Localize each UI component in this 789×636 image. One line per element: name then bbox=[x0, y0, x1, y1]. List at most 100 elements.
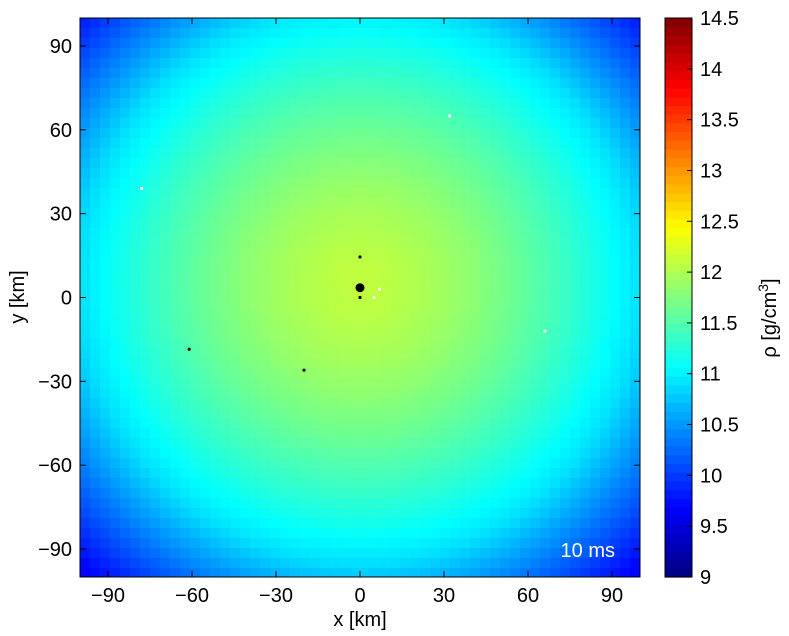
field-cell bbox=[610, 548, 621, 559]
field-cell bbox=[320, 438, 331, 449]
field-cell bbox=[550, 448, 561, 459]
field-cell bbox=[320, 568, 331, 577]
field-cell bbox=[190, 58, 201, 69]
field-cell bbox=[260, 408, 271, 419]
field-cell bbox=[220, 548, 231, 559]
field-cell bbox=[110, 118, 121, 129]
field-cell bbox=[130, 558, 141, 569]
field-cell bbox=[120, 438, 131, 449]
field-cell bbox=[200, 278, 211, 289]
field-cell bbox=[360, 168, 371, 179]
field-cell bbox=[200, 198, 211, 209]
field-cell bbox=[180, 508, 191, 519]
field-cell bbox=[570, 548, 581, 559]
field-cell bbox=[610, 488, 621, 499]
field-cell bbox=[540, 438, 551, 449]
field-cell bbox=[310, 338, 321, 349]
field-cell bbox=[550, 308, 561, 319]
field-cell bbox=[550, 568, 561, 577]
colorbar-band bbox=[665, 542, 692, 552]
field-cell bbox=[330, 308, 341, 319]
field-cell bbox=[150, 348, 161, 359]
field-cell bbox=[530, 88, 541, 99]
field-cell bbox=[340, 568, 351, 577]
field-cell bbox=[500, 248, 511, 259]
field-cell bbox=[360, 228, 371, 239]
field-cell bbox=[100, 128, 111, 139]
x-tick-label: −90 bbox=[91, 585, 125, 607]
field-cell bbox=[320, 548, 331, 559]
field-cell bbox=[570, 378, 581, 389]
field-cell bbox=[380, 248, 391, 259]
field-cell bbox=[120, 408, 131, 419]
field-cell bbox=[140, 208, 151, 219]
field-cell bbox=[90, 418, 101, 429]
field-cell bbox=[320, 508, 331, 519]
field-cell bbox=[610, 168, 621, 179]
field-cell bbox=[490, 568, 501, 577]
field-cell bbox=[550, 548, 561, 559]
field-cell bbox=[200, 118, 211, 129]
field-cell bbox=[510, 38, 521, 49]
field-cell bbox=[450, 158, 461, 169]
field-cell bbox=[280, 318, 291, 329]
field-cell bbox=[560, 378, 571, 389]
field-cell bbox=[400, 48, 411, 59]
field-cell bbox=[560, 408, 571, 419]
field-cell bbox=[460, 78, 471, 89]
field-cell bbox=[470, 358, 481, 369]
field-cell bbox=[450, 208, 461, 219]
field-cell bbox=[310, 68, 321, 79]
field-cell bbox=[540, 378, 551, 389]
field-cell bbox=[410, 98, 421, 109]
field-cell bbox=[170, 178, 181, 189]
colorbar-band bbox=[665, 61, 692, 72]
field-cell bbox=[520, 458, 531, 469]
field-cell bbox=[100, 558, 111, 569]
field-cell bbox=[110, 438, 121, 449]
field-cell bbox=[620, 158, 631, 169]
field-cell bbox=[580, 228, 591, 239]
field-cell bbox=[190, 458, 201, 469]
field-cell bbox=[350, 98, 361, 109]
field-cell bbox=[550, 478, 561, 489]
field-cell bbox=[480, 428, 491, 439]
field-cell bbox=[180, 188, 191, 199]
field-cell bbox=[120, 398, 131, 409]
field-cell bbox=[120, 488, 131, 499]
field-cell bbox=[110, 478, 121, 489]
field-cell bbox=[620, 88, 631, 99]
field-cell bbox=[120, 448, 131, 459]
field-cell bbox=[330, 268, 341, 279]
field-cell bbox=[270, 278, 281, 289]
field-cell bbox=[220, 228, 231, 239]
field-cell bbox=[590, 458, 601, 469]
field-cell bbox=[430, 328, 441, 339]
field-cell bbox=[240, 168, 251, 179]
field-cell bbox=[100, 418, 111, 429]
field-cell bbox=[370, 88, 381, 99]
field-cell bbox=[500, 88, 511, 99]
field-cell bbox=[420, 198, 431, 209]
field-cell bbox=[200, 168, 211, 179]
field-cell bbox=[280, 368, 291, 379]
field-cell bbox=[160, 468, 171, 479]
field-cell bbox=[430, 238, 441, 249]
field-cell bbox=[130, 508, 141, 519]
colorbar-band bbox=[665, 559, 692, 569]
field-cell bbox=[510, 358, 521, 369]
field-cell bbox=[300, 468, 311, 479]
field-cell bbox=[610, 198, 621, 209]
field-cell bbox=[340, 338, 351, 349]
field-cell bbox=[220, 98, 231, 109]
field-cell bbox=[490, 528, 501, 539]
field-cell bbox=[210, 378, 221, 389]
field-cell bbox=[100, 438, 111, 449]
field-cell bbox=[590, 418, 601, 429]
field-cell bbox=[570, 88, 581, 99]
field-cell bbox=[270, 158, 281, 169]
field-cell bbox=[430, 58, 441, 69]
field-cell bbox=[330, 428, 341, 439]
field-cell bbox=[460, 168, 471, 179]
field-cell bbox=[370, 28, 381, 39]
